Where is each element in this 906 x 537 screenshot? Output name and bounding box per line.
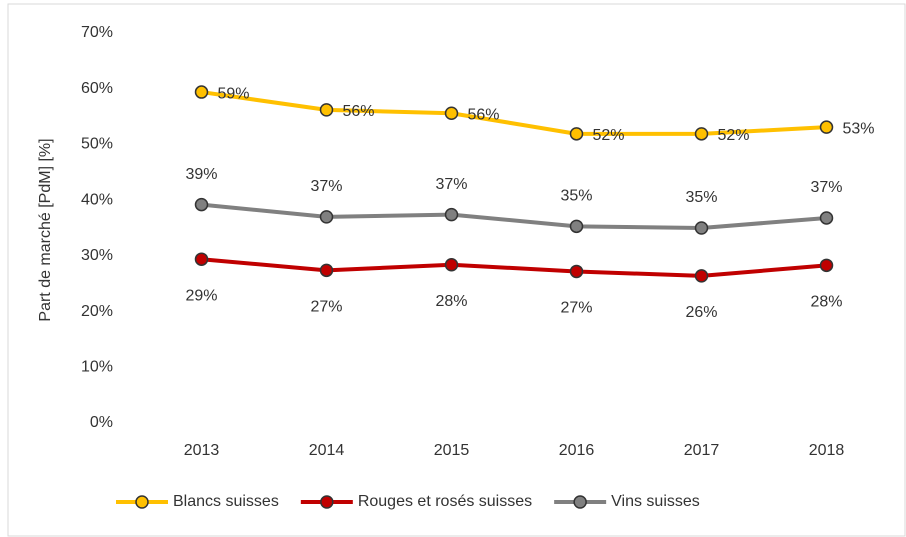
y-tick-label: 40% xyxy=(81,191,113,208)
data-label: 37% xyxy=(435,176,467,193)
data-point xyxy=(319,210,334,224)
data-label: 27% xyxy=(310,299,342,316)
data-label: 52% xyxy=(717,127,749,144)
series-line xyxy=(201,202,827,230)
legend-marker xyxy=(320,495,334,509)
data-point xyxy=(319,103,334,117)
data-point xyxy=(194,197,209,212)
data-point xyxy=(694,221,709,235)
x-tick-label: 2017 xyxy=(684,442,720,459)
data-point xyxy=(569,264,584,279)
data-label: 37% xyxy=(810,179,842,196)
y-tick-label: 30% xyxy=(81,247,113,264)
y-tick-label: 50% xyxy=(81,136,113,153)
data-label: 56% xyxy=(467,106,499,123)
data-point xyxy=(694,127,709,141)
data-point xyxy=(194,252,209,266)
y-tick-label: 0% xyxy=(90,414,113,431)
data-point xyxy=(569,219,584,234)
data-point xyxy=(694,269,709,283)
y-tick-label: 60% xyxy=(81,80,113,97)
x-tick-label: 2018 xyxy=(809,442,845,459)
data-point xyxy=(444,258,459,272)
data-label: 59% xyxy=(217,85,249,102)
legend-label: Blancs suisses xyxy=(173,493,279,510)
data-point xyxy=(444,207,459,222)
data-label: 53% xyxy=(842,120,874,137)
data-label: 35% xyxy=(560,188,592,205)
x-tick-label: 2015 xyxy=(434,442,470,459)
data-label: 35% xyxy=(685,189,717,206)
data-point xyxy=(194,85,209,99)
x-tick-label: 2014 xyxy=(309,442,345,459)
data-point xyxy=(819,258,834,273)
data-label: 39% xyxy=(185,166,217,183)
y-tick-label: 70% xyxy=(81,24,113,41)
legend-label: Vins suisses xyxy=(611,493,700,510)
legend-marker xyxy=(135,495,149,509)
y-tick-label: 10% xyxy=(81,359,113,376)
legend-marker xyxy=(573,495,587,509)
data-point xyxy=(569,127,584,141)
data-label: 37% xyxy=(310,178,342,195)
data-label: 56% xyxy=(342,103,374,120)
x-tick-label: 2013 xyxy=(184,442,220,459)
data-label: 52% xyxy=(592,127,624,144)
data-point xyxy=(319,263,334,278)
data-label: 29% xyxy=(185,287,217,304)
series-line xyxy=(201,90,827,136)
data-label: 27% xyxy=(560,300,592,317)
data-point xyxy=(444,106,459,120)
y-tick-label: 20% xyxy=(81,303,113,320)
data-label: 26% xyxy=(685,304,717,321)
series-line xyxy=(201,257,827,278)
data-point xyxy=(819,211,834,225)
data-point xyxy=(819,120,834,134)
x-tick-label: 2016 xyxy=(559,442,595,459)
legend-label: Rouges et rosés suisses xyxy=(358,493,532,510)
data-label: 28% xyxy=(435,293,467,310)
y-axis-label: Part de marché [PdM] [%] xyxy=(37,138,54,321)
data-label: 28% xyxy=(810,294,842,311)
